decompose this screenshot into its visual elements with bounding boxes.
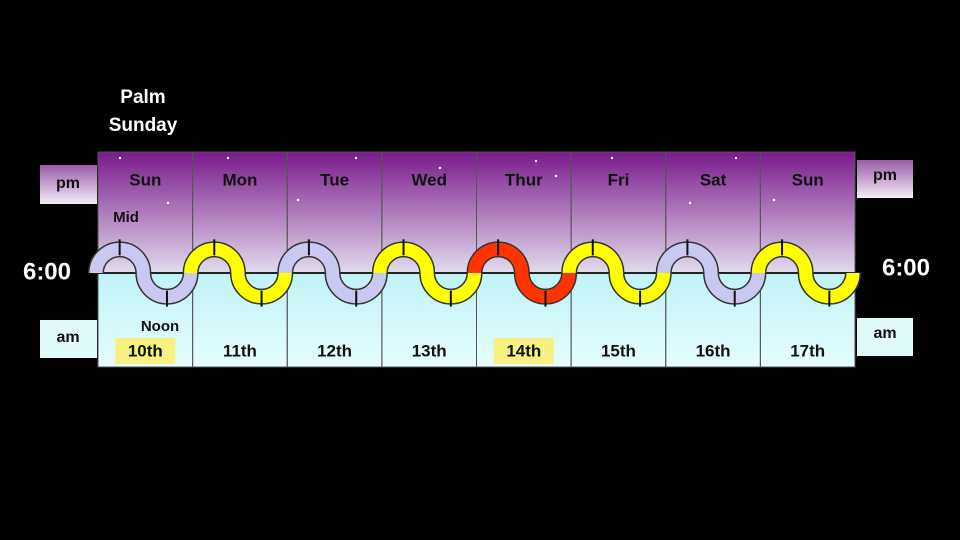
title: Sunday — [109, 115, 178, 136]
time-label: 6:00 — [23, 258, 71, 285]
stars — [118, 156, 776, 205]
day-wave — [278, 242, 387, 303]
mid-label: Mid — [113, 209, 139, 226]
day-name: Tue — [320, 170, 349, 189]
day-wave — [373, 242, 481, 303]
day-name: Sun — [792, 170, 824, 189]
date: 13th — [412, 341, 447, 360]
date: 12th — [317, 341, 352, 360]
day-wave — [562, 242, 671, 303]
title: Palm — [120, 87, 165, 108]
day-name: Fri — [608, 170, 630, 189]
time-label: 6:00 — [882, 254, 930, 281]
am-box — [857, 318, 913, 356]
am-box — [40, 320, 97, 358]
am-label: am — [56, 329, 79, 346]
day-wave — [184, 242, 292, 303]
pm-box — [857, 160, 913, 198]
day-name: Mon — [222, 170, 257, 189]
day-name: Wed — [411, 170, 447, 189]
date: 17th — [790, 341, 825, 360]
date: 11th — [223, 341, 257, 360]
date-highlight — [115, 338, 176, 364]
day-wave — [89, 242, 198, 303]
am-label: am — [873, 325, 896, 342]
day-wave — [468, 242, 576, 303]
date: 10th — [128, 341, 163, 360]
day-name: Sat — [700, 170, 727, 189]
pm-label: pm — [56, 175, 80, 192]
date: 15th — [601, 341, 636, 360]
day-name: Sun — [129, 170, 161, 189]
date: 16th — [696, 341, 731, 360]
noon-label: Noon — [141, 318, 179, 335]
date-highlight — [493, 338, 554, 364]
pm-label: pm — [873, 167, 897, 184]
day-wave — [657, 242, 765, 303]
pm-box — [40, 165, 97, 204]
day-name: Thur — [505, 170, 543, 189]
date: 14th — [506, 341, 541, 360]
day-wave — [751, 242, 860, 303]
